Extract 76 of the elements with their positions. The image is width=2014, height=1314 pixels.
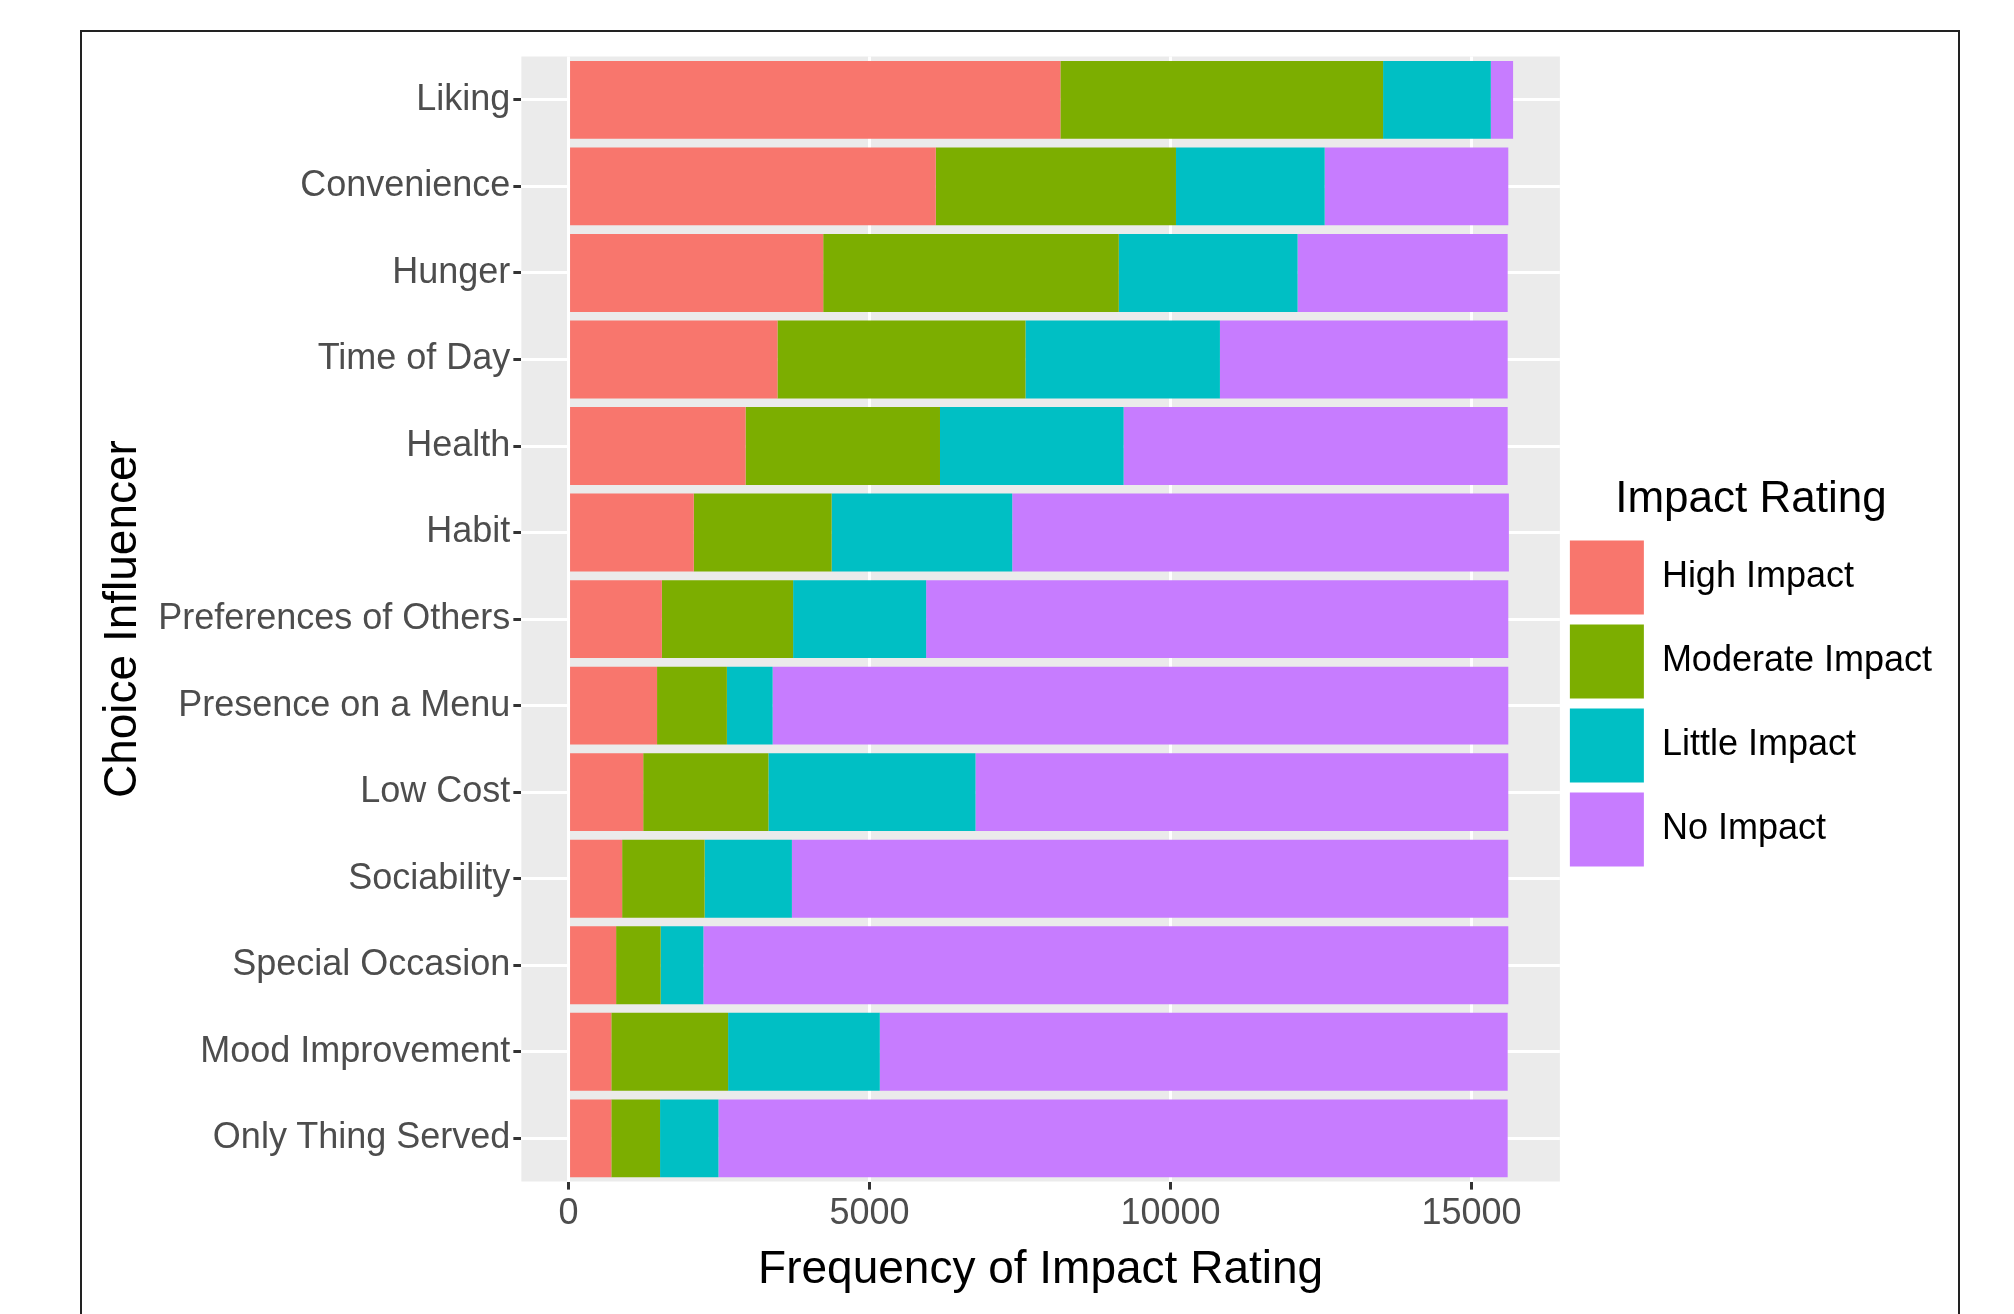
legend-label: Moderate Impact xyxy=(1661,638,1932,680)
bar xyxy=(661,580,794,659)
y-tick-label: Hunger xyxy=(392,249,511,291)
bar xyxy=(611,1099,661,1178)
bar xyxy=(570,493,694,572)
y-axis-title: Choice Influencer xyxy=(94,440,147,799)
bar xyxy=(975,753,1509,832)
bar xyxy=(570,147,936,226)
bar xyxy=(1175,147,1325,226)
y-tick-label: Preferences of Others xyxy=(158,596,511,638)
bar xyxy=(570,407,746,485)
bar xyxy=(570,753,644,832)
bar xyxy=(939,407,1124,485)
bar xyxy=(570,1012,612,1091)
bar xyxy=(1012,493,1509,572)
y-tick-label: Mood Improvement xyxy=(200,1028,511,1070)
bar xyxy=(570,60,1061,139)
bar xyxy=(616,926,661,1005)
bar xyxy=(570,1099,612,1178)
bar xyxy=(1324,147,1509,226)
bar xyxy=(1060,60,1384,139)
y-tick-label: Presence on a Menu xyxy=(178,682,511,724)
y-tick-label: Only Thing Served xyxy=(212,1115,511,1157)
legend-label: High Impact xyxy=(1661,554,1854,596)
bar xyxy=(622,839,705,918)
y-tick-label: Time of Day xyxy=(317,336,511,378)
y-tick-label: Convenience xyxy=(300,163,511,205)
bar xyxy=(1118,234,1298,312)
bar xyxy=(660,1099,719,1178)
bar xyxy=(570,839,623,918)
y-tick-label: Special Occasion xyxy=(232,942,511,984)
bar xyxy=(1383,60,1491,139)
bar xyxy=(1297,234,1508,312)
bar xyxy=(772,666,1509,745)
y-tick-label: Habit xyxy=(426,509,511,551)
bar xyxy=(926,580,1509,659)
bar xyxy=(1490,60,1514,139)
y-tick-label: Sociability xyxy=(348,855,511,897)
bar xyxy=(791,839,1509,918)
bar xyxy=(879,1012,1508,1091)
bar xyxy=(657,666,727,745)
bar xyxy=(660,926,704,1005)
x-tick-label: 5000 xyxy=(829,1191,910,1233)
bar xyxy=(718,1099,1508,1178)
bar xyxy=(570,320,778,399)
bar xyxy=(1219,320,1508,399)
bar xyxy=(1025,320,1220,399)
bar xyxy=(768,753,976,832)
bar xyxy=(777,320,1026,399)
bar xyxy=(570,666,658,745)
y-tick-label: Liking xyxy=(416,76,511,118)
x-axis-title: Frequency of Impact Rating xyxy=(758,1241,1324,1294)
bar xyxy=(823,234,1119,312)
y-tick-label: Health xyxy=(406,422,511,464)
bar xyxy=(643,753,769,832)
bar xyxy=(728,1012,880,1091)
bar xyxy=(1123,407,1508,485)
bar xyxy=(611,1012,729,1091)
legend-label: Little Impact xyxy=(1661,722,1856,764)
bar xyxy=(726,666,773,745)
legend-title: Impact Rating xyxy=(1615,471,1887,521)
x-tick-label: 15000 xyxy=(1421,1191,1522,1233)
bar xyxy=(793,580,927,659)
bar xyxy=(693,493,832,572)
x-tick-label: 10000 xyxy=(1120,1191,1221,1233)
bar xyxy=(704,839,792,918)
bar xyxy=(703,926,1509,1005)
legend-label: No Impact xyxy=(1661,806,1826,848)
x-tick-label: 0 xyxy=(558,1191,579,1233)
bar xyxy=(570,234,824,312)
bar xyxy=(831,493,1013,572)
bar xyxy=(570,926,617,1005)
y-tick-label: Low Cost xyxy=(360,769,511,811)
bar xyxy=(745,407,940,485)
bar xyxy=(570,580,662,659)
bar xyxy=(935,147,1176,226)
